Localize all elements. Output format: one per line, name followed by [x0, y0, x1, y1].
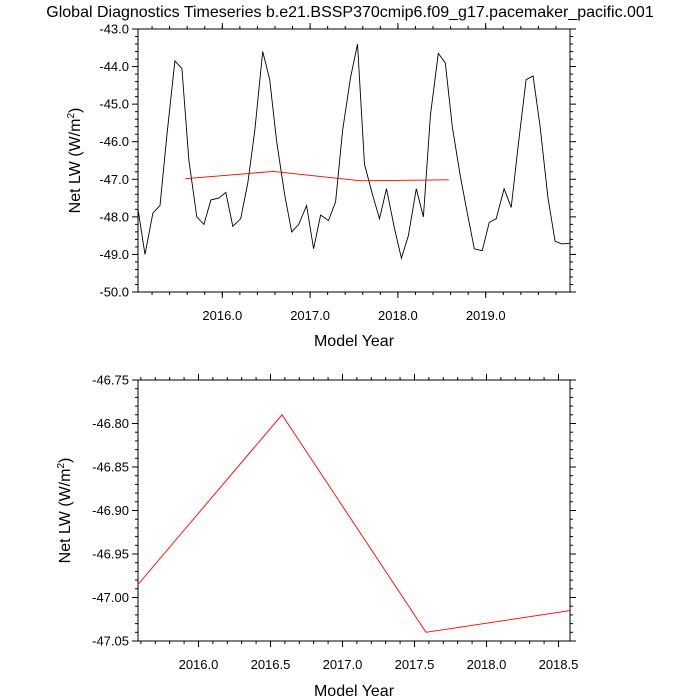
annual-mean-line	[137, 414, 571, 633]
y-tick-label: -47.05	[92, 634, 129, 649]
y-tick-label: -46.80	[92, 416, 129, 431]
x-tick-label: 2016.5	[251, 657, 291, 672]
y-axis-title-tail: )	[67, 108, 84, 113]
y-axis-title: Net LW (W/m2)	[66, 108, 84, 214]
y-tick-label: -46.85	[92, 460, 129, 475]
y-tick-label: -46.75	[92, 373, 129, 388]
x-tick-label: 2018.0	[467, 657, 507, 672]
chart-title: Global Diagnostics Timeseries b.e21.BSSP…	[46, 4, 654, 21]
x-tick-label: 2016.0	[179, 657, 219, 672]
x-tick-label: 2018.5	[539, 657, 579, 672]
x-tick-label: 2017.0	[323, 657, 363, 672]
x-axis-title: Model Year	[314, 333, 395, 350]
y-tick-label: -44.0	[99, 59, 129, 74]
y-tick-label: -50.0	[99, 285, 129, 300]
timeseries-panel: -50.0 -49.0 -48.0 -47.0 -46.0 -45.0 -44.0 -43.0…	[66, 22, 576, 350]
x-axis-title: Model Year	[314, 683, 395, 700]
y-axis-title-sup: 2	[56, 463, 67, 469]
y-tick-label: -46.0	[99, 134, 129, 149]
y-tick-label: -47.0	[99, 172, 129, 187]
y-tick-label: -47.00	[92, 590, 129, 605]
x-tick-label: 2016.0	[202, 308, 242, 323]
annual-mean-panel: -47.05 -47.00 -46.95 -46.90 -46.85 -46.80 -46.…	[56, 373, 578, 700]
x-tick-label: 2017.0	[290, 308, 330, 323]
x-tick-label: 2018.0	[378, 308, 418, 323]
y-tick-label: -49.0	[99, 247, 129, 262]
monthly-line	[137, 43, 571, 260]
y-tick-label: -48.0	[99, 209, 129, 224]
y-axis-title-tail: )	[57, 458, 74, 463]
annual-mean-line	[185, 170, 449, 182]
y-axis-title-sup: 2	[66, 113, 77, 119]
x-tick-label: 2017.5	[395, 657, 435, 672]
y-tick-label: -45.0	[99, 97, 129, 112]
x-tick-label: 2019.0	[466, 308, 506, 323]
y-tick-label: -46.90	[92, 503, 129, 518]
y-tick-label: -43.0	[99, 22, 129, 37]
plot-frame	[137, 28, 571, 293]
y-axis-title-text: Net LW (W/m	[67, 119, 84, 214]
plot-frame	[137, 379, 571, 642]
y-axis-title-text: Net LW (W/m	[57, 469, 74, 564]
y-axis-title: Net LW (W/m2)	[56, 458, 74, 564]
y-tick-label: -46.95	[92, 547, 129, 562]
